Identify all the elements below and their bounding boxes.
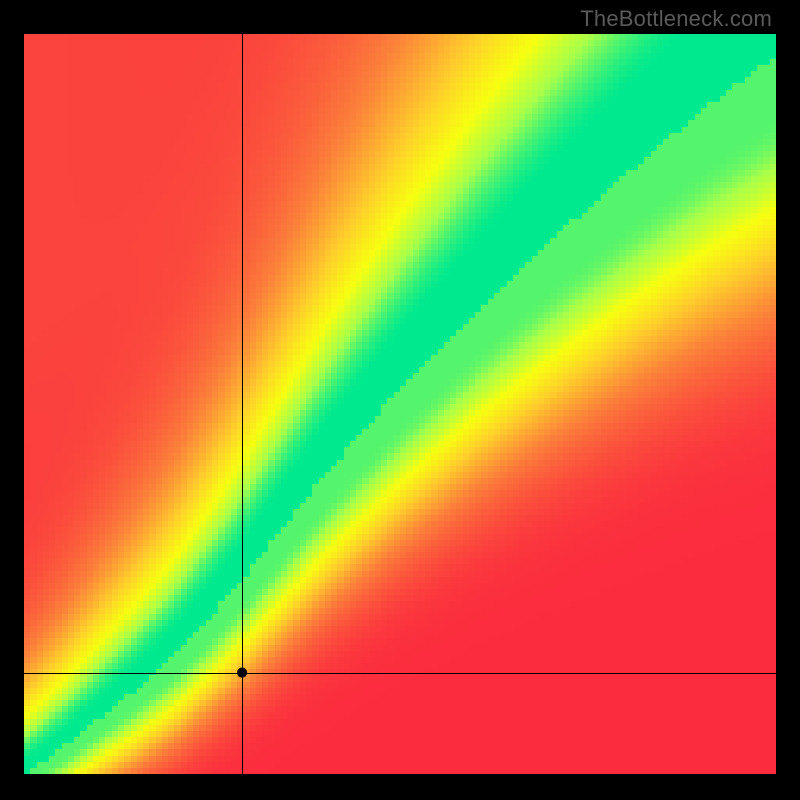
plot-area (24, 34, 776, 774)
bottleneck-heatmap (24, 34, 776, 774)
watermark-text: TheBottleneck.com (580, 6, 772, 32)
figure-container: TheBottleneck.com (0, 0, 800, 800)
